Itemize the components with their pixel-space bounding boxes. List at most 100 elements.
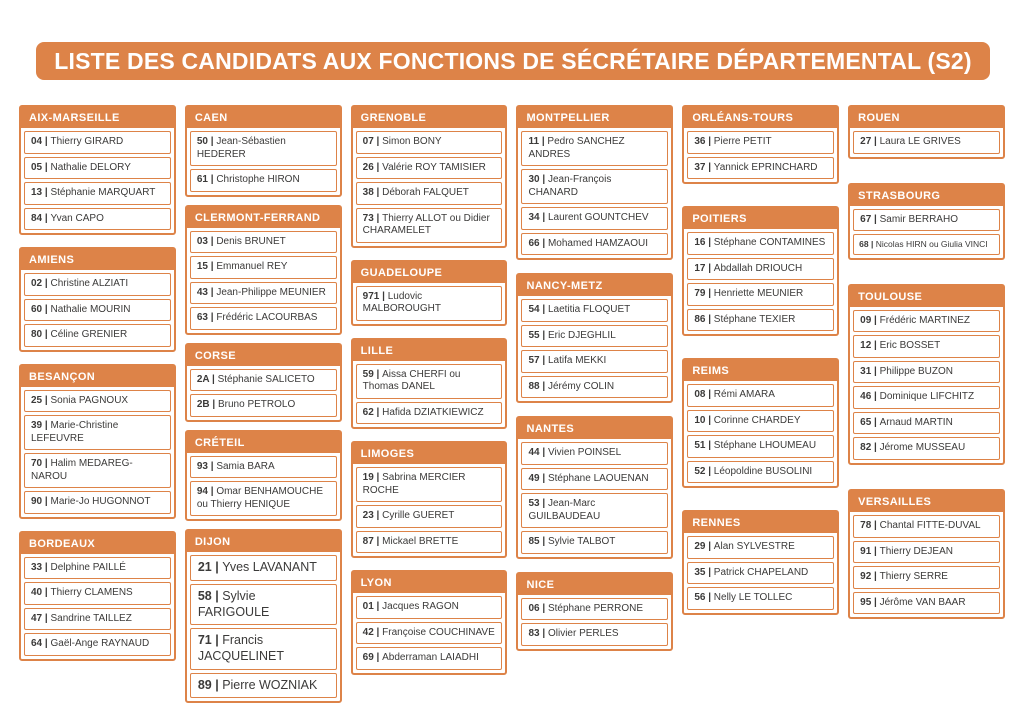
candidate-entry: 58 | Sylvie FARIGOULE — [189, 584, 337, 626]
candidate-entry: 50 | Jean-Sébastien HEDERER — [189, 131, 337, 167]
candidate-entry: 49 | Stéphane LAOUENAN — [521, 467, 669, 491]
separator: | — [207, 174, 217, 186]
region-header: VERSAILLES — [850, 490, 1003, 512]
candidate-name: Nathalie MOURIN — [50, 303, 131, 315]
candidate-name: Jacques RAGON — [382, 601, 459, 613]
region-section: STRASBOURG 67 | Samir BERRAHO 68 | Nicola… — [848, 182, 1005, 260]
separator: | — [42, 212, 51, 224]
candidate-name: Pierre PETIT — [713, 136, 772, 148]
candidate-number: 68 — [859, 239, 869, 250]
separator: | — [211, 589, 223, 604]
candidate-entry: 95 | Jérôme VAN BAAR — [853, 591, 1000, 614]
separator: | — [871, 213, 880, 225]
candidate-entry: 29 | Alan SYLVESTRE — [687, 536, 835, 559]
separator: | — [705, 465, 714, 477]
candidate-number: 63 — [196, 312, 208, 324]
candidate-number: 21 — [197, 560, 212, 575]
candidate-entry: 71 | Francis JACQUELINET — [189, 628, 337, 670]
column: AIX-MARSEILLE 04 | Thierry GIRARD 05 | Na… — [19, 105, 176, 661]
candidate-number: 37 — [694, 161, 706, 173]
entry-list: 06 | Stéphane PERRONE 83 | Olivier PERLES — [518, 595, 671, 649]
candidate-name: Christophe HIRON — [216, 174, 300, 186]
candidate-name: Pierre WOZNIAK — [222, 677, 318, 692]
candidate-name: Samir BERRAHO — [879, 213, 958, 225]
candidate-name: Laura LE GRIVES — [879, 136, 961, 148]
candidate-entry: 33 | Delphine PAILLÉ — [24, 556, 171, 580]
candidate-name: Yves LAVANANT — [222, 560, 317, 575]
region-header: ORLÉANS-TOURS — [684, 107, 838, 129]
separator: | — [42, 161, 51, 173]
separator: | — [373, 368, 383, 380]
candidate-number: 93 — [196, 460, 208, 472]
candidate-entry: 79 | Henriette MEUNIER — [687, 283, 835, 306]
candidate-name: Thierry CLAMENS — [50, 587, 133, 599]
candidate-entry: 11 | Pedro SANCHEZ ANDRES — [521, 131, 669, 167]
region-header: REIMS — [684, 360, 838, 382]
candidate-number: 23 — [362, 510, 374, 522]
candidate-number: 73 — [362, 212, 374, 224]
candidate-name: Stéphane TEXIER — [713, 313, 796, 325]
region-section: DIJON 21 | Yves LAVANANT 58 | Sylvie FARI… — [184, 529, 342, 703]
candidate-name: Abdallah DRIOUCH — [713, 262, 803, 274]
candidate-number: 15 — [196, 261, 208, 273]
candidate-name: Pedro SANCHEZ ANDRES — [528, 136, 625, 160]
entry-list: 93 | Samia BARA 94 | Omar BENHAMOUCHE ou … — [187, 453, 340, 520]
separator: | — [705, 414, 714, 426]
separator: | — [705, 389, 714, 401]
region-section: LIMOGES 19 | Sabrina MERCIER ROCHE 23 | C… — [350, 441, 508, 559]
separator: | — [42, 187, 51, 199]
candidate-name: Yannick EPRINCHARD — [713, 161, 818, 173]
candidate-name: Déborah FALQUET — [382, 187, 469, 199]
region-header: RENNES — [684, 512, 838, 534]
candidate-number: 62 — [362, 406, 374, 418]
candidate-entry: 39 | Marie-Christine LEFEUVRE — [24, 415, 171, 451]
entry-list: 29 | Alan SYLVESTRE 35 | Patrick CHAPELAN… — [684, 533, 837, 613]
entry-list: 02 | Christine ALZIATI 60 | Nathalie MOUR… — [21, 270, 174, 350]
candidate-number: 40 — [31, 587, 43, 599]
separator: | — [539, 472, 548, 484]
separator: | — [871, 545, 880, 557]
candidate-entry: 60 | Nathalie MOURIN — [24, 298, 171, 322]
candidate-number: 44 — [528, 447, 540, 459]
separator: | — [705, 136, 714, 148]
candidate-number: 42 — [362, 626, 374, 638]
candidate-name: Hafida DZIATKIEWICZ — [382, 406, 484, 418]
entry-list: 21 | Yves LAVANANT 58 | Sylvie FARIGOULE 7… — [187, 552, 340, 701]
region-section: NANTES 44 | Vivien POINSEL 49 | Stéphane … — [516, 416, 674, 559]
separator: | — [539, 447, 548, 459]
candidate-name: Mickael BRETTE — [382, 535, 459, 547]
region-section: POITIERS 16 | Stéphane CONTAMINES 17 | Ab… — [682, 206, 840, 337]
region-header: AIX-MARSEILLE — [21, 107, 174, 129]
candidate-entry: 37 | Yannick EPRINCHARD — [687, 156, 835, 180]
entry-list: 27 | Laura LE GRIVES — [850, 128, 1003, 157]
region-section: LILLE 59 | Aissa CHERFI ou Thomas DANEL 6… — [350, 337, 508, 430]
column: ORLÉANS-TOURS 36 | Pierre PETIT 37 | Yann… — [682, 105, 840, 615]
candidate-name: Stéphane LHOUMEAU — [713, 440, 817, 452]
candidate-entry: 94 | Omar BENHAMOUCHE ou Thierry HENIQUE — [189, 481, 337, 517]
candidate-name: Marie-Jo HUGONNOT — [50, 496, 151, 508]
candidate-entry: 15 | Emmanuel REY — [189, 256, 337, 279]
candidate-number: 55 — [528, 329, 540, 341]
candidate-number: 79 — [694, 288, 706, 300]
candidate-name: Céline GRENIER — [50, 329, 128, 341]
candidate-number: 51 — [694, 440, 706, 452]
candidate-entry: 46 | Dominique LIFCHITZ — [853, 386, 1000, 409]
candidate-number: 2B — [196, 399, 210, 411]
candidate-name: Nelly LE TOLLEC — [713, 592, 793, 604]
candidate-number: 52 — [694, 465, 706, 477]
candidate-name: Sylvie TALBOT — [547, 536, 616, 548]
entry-list: 50 | Jean-Sébastien HEDERER 61 | Christop… — [187, 128, 340, 195]
candidate-number: 03 — [196, 235, 208, 247]
region-section: LYON 01 | Jacques RAGON 42 | Françoise CO… — [350, 570, 508, 675]
candidate-entry: 59 | Aissa CHERFI ou Thomas DANEL — [355, 363, 503, 399]
candidate-name: Cyrille GUERET — [382, 510, 455, 522]
candidate-entry: 65 | Arnaud MARTIN — [853, 411, 1000, 435]
candidate-entry: 16 | Stéphane CONTAMINES — [687, 232, 835, 255]
candidate-entry: 84 | Yvan CAPO — [24, 207, 171, 231]
separator: | — [211, 633, 223, 648]
region-header: TOULOUSE — [850, 285, 1003, 307]
candidate-entry: 80 | Céline GRENIER — [24, 324, 171, 347]
candidate-name: Jérôme VAN BAAR — [879, 596, 966, 608]
candidate-entry: 62 | Hafida DZIATKIEWICZ — [355, 401, 503, 425]
separator: | — [373, 406, 383, 418]
